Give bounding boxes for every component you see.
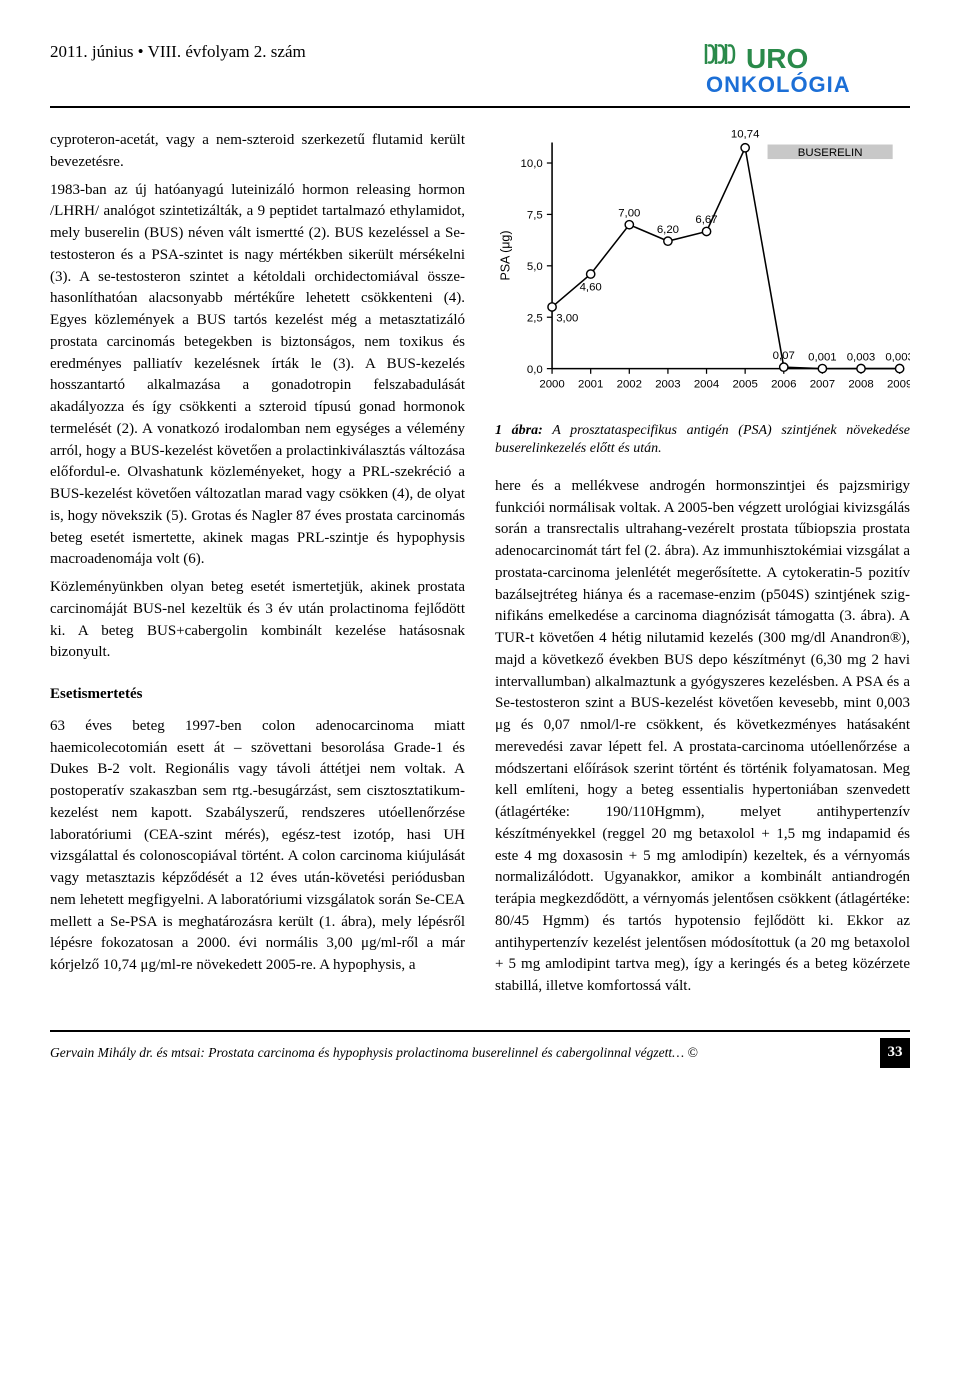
svg-text:2007: 2007 — [810, 378, 835, 390]
section-heading: Esetismertetés — [50, 684, 465, 706]
svg-text:0,003: 0,003 — [847, 351, 876, 363]
svg-text:0,001: 0,001 — [808, 351, 837, 363]
page-root: 2011. június • VIII. évfolyam 2. szám UR… — [0, 0, 960, 1098]
psa-line-chart: BUSERELIN 0,0 2,5 5,0 7,5 10,0 PSA (μg) 2000 200… — [495, 130, 910, 400]
page-footer: Gervain Mihály dr. és mtsai: Prostata ca… — [50, 1038, 910, 1068]
svg-text:2001: 2001 — [578, 378, 603, 390]
journal-logo: URO ONKOLÓGIA — [700, 40, 910, 98]
svg-text:2008: 2008 — [848, 378, 873, 390]
svg-text:0,0: 0,0 — [527, 364, 543, 376]
svg-text:2006: 2006 — [771, 378, 796, 390]
figure-1-chart: BUSERELIN 0,0 2,5 5,0 7,5 10,0 PSA (μg) 2000 200… — [495, 130, 910, 408]
svg-text:2005: 2005 — [732, 378, 757, 390]
svg-text:4,60: 4,60 — [580, 282, 602, 294]
svg-text:6,67: 6,67 — [695, 214, 717, 226]
svg-text:2003: 2003 — [655, 378, 680, 390]
svg-text:5,0: 5,0 — [527, 261, 543, 273]
body-paragraph: here és a mellékvese androgén hormonszin… — [495, 476, 910, 998]
header-rule — [50, 106, 910, 108]
body-paragraph: 1983-ban az új hatóanyagú luteinizáló ho… — [50, 180, 465, 572]
svg-text:2009: 2009 — [887, 378, 910, 390]
caption-text: A prosztataspecifikus antigén (PSA) szin… — [495, 423, 910, 456]
svg-text:3,00: 3,00 — [556, 312, 578, 324]
caption-label: 1 ábra: — [495, 423, 543, 438]
svg-text:6,20: 6,20 — [657, 224, 679, 236]
svg-text:0,07: 0,07 — [773, 350, 795, 362]
svg-text:7,5: 7,5 — [527, 210, 543, 222]
body-paragraph: cyproteron-acetát, vagy a nem-szteroid s… — [50, 130, 465, 174]
page-header: 2011. június • VIII. évfolyam 2. szám UR… — [50, 40, 910, 98]
body-paragraph: Közleményünkben olyan beteg esetét ismer… — [50, 577, 465, 664]
svg-text:7,00: 7,00 — [618, 207, 640, 219]
page-number: 33 — [880, 1038, 910, 1068]
svg-text:2004: 2004 — [694, 378, 720, 390]
logo-top-text: URO — [746, 43, 808, 74]
svg-text:0,003: 0,003 — [885, 351, 910, 363]
column-right: BUSERELIN 0,0 2,5 5,0 7,5 10,0 PSA (μg) 2000 200… — [495, 130, 910, 1004]
body-paragraph: 63 éves beteg 1997-ben colon adenocarcin… — [50, 716, 465, 977]
svg-text:2,5: 2,5 — [527, 312, 543, 324]
svg-text:10,74: 10,74 — [731, 130, 760, 140]
svg-text:2002: 2002 — [617, 378, 642, 390]
two-column-body: cyproteron-acetát, vagy a nem-szteroid s… — [50, 130, 910, 1004]
footer-rule — [50, 1030, 910, 1032]
svg-text:10,0: 10,0 — [521, 158, 543, 170]
logo-bottom-text: ONKOLÓGIA — [706, 72, 851, 97]
figure-1-caption: 1 ábra: A prosztataspecifikus antigén (P… — [495, 422, 910, 458]
column-left: cyproteron-acetát, vagy a nem-szteroid s… — [50, 130, 465, 1004]
svg-text:2000: 2000 — [539, 378, 564, 390]
footer-citation: Gervain Mihály dr. és mtsai: Prostata ca… — [50, 1043, 698, 1063]
svg-text:PSA (μg): PSA (μg) — [499, 231, 513, 281]
issue-line: 2011. június • VIII. évfolyam 2. szám — [50, 40, 306, 65]
svg-text:BUSERELIN: BUSERELIN — [798, 147, 863, 159]
